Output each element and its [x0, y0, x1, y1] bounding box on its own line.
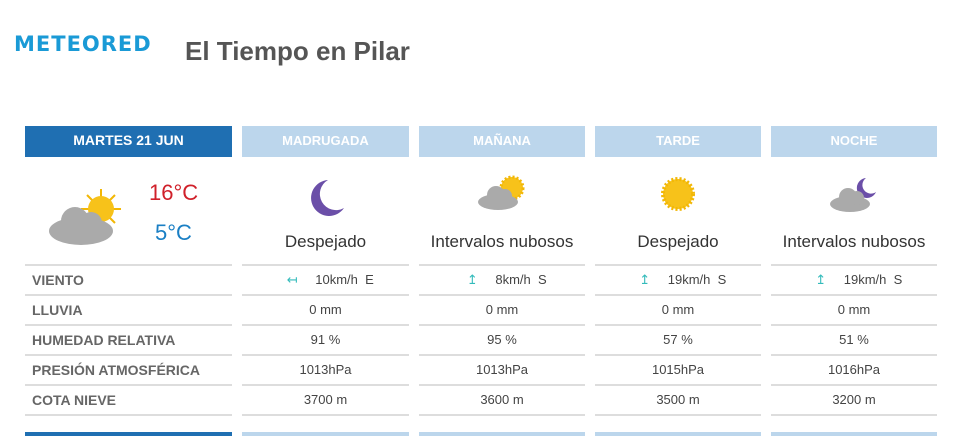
wind-value: 10km/h E	[315, 272, 374, 287]
snow-level-cell: 3200 m	[771, 386, 937, 416]
wind-cell: ↥ 19km/h S	[595, 264, 761, 296]
period-description: Intervalos nubosos	[430, 232, 574, 251]
max-temperature: 16°C	[149, 180, 199, 205]
period-column: NOCHE Intervalos nubosos ↥ 19km/h S 0 mm …	[771, 126, 937, 416]
day-summary: 16°C 5°C	[25, 157, 232, 264]
min-temperature: 5°C	[155, 220, 192, 245]
next-period-header	[419, 432, 585, 436]
period-description: Despejado	[637, 232, 719, 251]
humidity-cell: 57 %	[595, 326, 761, 356]
wind-cell: ↥ 19km/h S	[771, 264, 937, 296]
wind-arrow-south-icon: ↥	[466, 272, 478, 287]
row-label-pressure: PRESIÓN ATMOSFÉRICA	[25, 356, 232, 386]
row-label-humidity: HUMEDAD RELATIVA	[25, 326, 232, 356]
sun-icon	[595, 157, 761, 232]
wind-cell: ↤ 10km/h E	[242, 264, 409, 296]
day-header: MARTES 21 JUN	[25, 126, 232, 157]
period-description: Despejado	[284, 232, 367, 251]
pressure-cell: 1015hPa	[595, 356, 761, 386]
rain-cell: 0 mm	[419, 296, 585, 326]
wind-arrow-east-icon: ↤	[286, 272, 298, 287]
row-label-wind: VIENTO	[25, 264, 232, 296]
moon-icon	[242, 157, 409, 232]
humidity-cell: 51 %	[771, 326, 937, 356]
period-column: MAÑANA Intervalos nubosos ↥ 8km/h S 0 mm …	[419, 126, 585, 416]
pressure-cell: 1016hPa	[771, 356, 937, 386]
wind-arrow-south-icon: ↥	[815, 272, 827, 287]
row-label-snow: COTA NIEVE	[25, 386, 232, 416]
wind-value: 19km/h S	[843, 272, 903, 287]
cloud-sun-icon	[419, 157, 585, 232]
wind-value: 19km/h S	[667, 272, 727, 287]
next-day-header	[25, 432, 232, 436]
pressure-cell: 1013hPa	[242, 356, 409, 386]
period-header: NOCHE	[771, 126, 937, 157]
partly-cloudy-sun-icon	[49, 189, 121, 245]
next-period-header	[242, 432, 409, 436]
rain-cell: 0 mm	[595, 296, 761, 326]
snow-level-cell: 3600 m	[419, 386, 585, 416]
period-description: Intervalos nubosos	[782, 232, 926, 251]
humidity-cell: 91 %	[242, 326, 409, 356]
wind-cell: ↥ 8km/h S	[419, 264, 585, 296]
humidity-cell: 95 %	[419, 326, 585, 356]
period-header: MADRUGADA	[242, 126, 409, 157]
cloud-moon-icon	[771, 157, 937, 232]
period-column: TARDE Despejado ↥ 19km/h S 0 mm 57 % 1015…	[595, 126, 761, 416]
period-column: MADRUGADA Despejado ↤ 10km/h E 0 mm 91 % …	[242, 126, 409, 416]
snow-level-cell: 3700 m	[242, 386, 409, 416]
day-column: MARTES 21 JUN 16°C 5°C VIENTO LLUVIA HUM…	[25, 126, 232, 416]
pressure-cell: 1013hPa	[419, 356, 585, 386]
meteored-logo[interactable]: METEORED	[14, 32, 152, 56]
rain-cell: 0 mm	[771, 296, 937, 326]
wind-arrow-south-icon: ↥	[639, 272, 651, 287]
next-period-header	[771, 432, 937, 436]
wind-value: 8km/h S	[495, 272, 547, 287]
period-header: TARDE	[595, 126, 761, 157]
rain-cell: 0 mm	[242, 296, 409, 326]
snow-level-cell: 3500 m	[595, 386, 761, 416]
period-header: MAÑANA	[419, 126, 585, 157]
row-label-rain: LLUVIA	[25, 296, 232, 326]
next-period-header	[595, 432, 761, 436]
page-title: El Tiempo en Pilar	[185, 36, 410, 66]
